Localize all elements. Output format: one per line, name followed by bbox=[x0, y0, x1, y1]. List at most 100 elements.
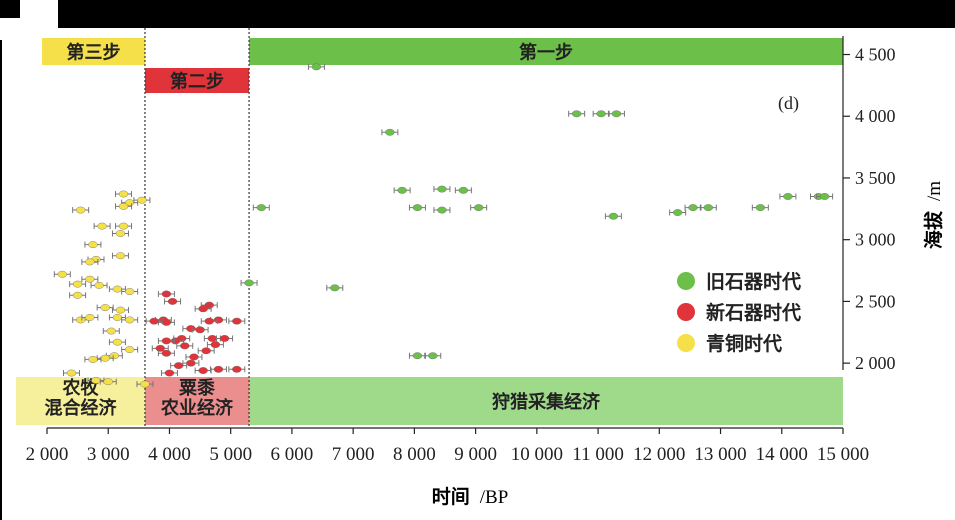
economy-band-1 bbox=[16, 377, 145, 425]
economy-band-3 bbox=[249, 377, 844, 425]
y-axis-title-unit: /m bbox=[924, 181, 945, 201]
y-tick-label-2: 3 000 bbox=[855, 230, 896, 250]
data-point-1-0 bbox=[161, 290, 172, 298]
data-point-2-31 bbox=[66, 369, 77, 377]
economy-band-label-1-1: 农牧 bbox=[61, 377, 99, 399]
data-point-0-9 bbox=[412, 204, 423, 211]
data-point-1-24 bbox=[173, 362, 184, 370]
legend-label-2: 新石器时代 bbox=[706, 301, 801, 324]
x-tick-label-5: 7 000 bbox=[332, 444, 375, 465]
step-band-1 bbox=[42, 38, 145, 65]
data-point-2-17 bbox=[124, 288, 135, 295]
data-point-2-12 bbox=[57, 270, 68, 278]
data-point-0-21 bbox=[330, 284, 340, 292]
economy-band-2 bbox=[144, 377, 250, 425]
data-point-0-11 bbox=[473, 204, 484, 211]
y-tick-label-5: 4 500 bbox=[855, 45, 896, 65]
data-point-0-12 bbox=[608, 212, 619, 220]
data-point-2-14 bbox=[85, 275, 95, 283]
data-points bbox=[53, 63, 834, 388]
data-point-2-28 bbox=[109, 352, 120, 360]
data-point-2-18 bbox=[72, 291, 83, 299]
data-point-2-19 bbox=[100, 304, 110, 311]
legend-label-1: 旧石器时代 bbox=[706, 271, 801, 293]
legend-marker-2 bbox=[677, 303, 695, 321]
x-axis-title-unit: /BP bbox=[480, 487, 509, 508]
data-point-1-7 bbox=[213, 316, 224, 324]
step-band-label-3: 第一步 bbox=[519, 42, 573, 64]
data-point-0-19 bbox=[819, 193, 830, 200]
x-axis-title: 时间 /BP bbox=[432, 486, 509, 508]
y-tick-label-4: 4 000 bbox=[855, 106, 896, 126]
data-point-2-29 bbox=[100, 354, 110, 362]
top-black-bar bbox=[58, 0, 955, 28]
economy-band-label-3-1: 狩猎采集经济 bbox=[492, 391, 601, 413]
data-point-1-23 bbox=[186, 359, 196, 367]
economy-band-label-1-2: 混合经济 bbox=[44, 397, 117, 419]
data-point-0-6 bbox=[437, 185, 447, 193]
step-band-3 bbox=[249, 38, 844, 65]
data-point-2-32 bbox=[91, 377, 101, 384]
data-point-0-8 bbox=[256, 204, 267, 211]
data-point-1-6 bbox=[149, 317, 159, 325]
data-point-0-10 bbox=[437, 206, 447, 214]
data-point-1-3 bbox=[198, 305, 208, 313]
data-point-2-15 bbox=[94, 281, 104, 289]
data-point-1-1 bbox=[167, 298, 178, 305]
y-tick-label-1: 2 500 bbox=[855, 291, 896, 311]
data-point-2-5 bbox=[97, 222, 107, 230]
data-point-0-14 bbox=[688, 204, 698, 211]
data-point-0-17 bbox=[783, 193, 793, 200]
data-point-1-5 bbox=[161, 318, 172, 326]
y-axis: 2 000 2 500 3 000 3 500 4 000 4 500 bbox=[842, 36, 896, 373]
data-point-1-16 bbox=[155, 344, 165, 352]
data-point-1-21 bbox=[201, 347, 211, 355]
legend-label-3: 青铜时代 bbox=[706, 332, 782, 355]
phase-boundaries bbox=[144, 28, 250, 428]
economy-band-label-2-1: 粟黍 bbox=[178, 378, 216, 399]
data-point-2-30 bbox=[88, 356, 98, 363]
data-point-2-26 bbox=[112, 338, 123, 346]
data-point-0-2 bbox=[571, 110, 582, 118]
data-point-1-17 bbox=[161, 349, 172, 357]
data-point-0-3 bbox=[596, 110, 606, 118]
data-point-2-24 bbox=[124, 316, 135, 324]
left-border-line bbox=[0, 40, 2, 520]
data-point-2-34 bbox=[140, 380, 150, 388]
x-tick-label-8: 10 000 bbox=[511, 444, 563, 465]
data-point-1-11 bbox=[195, 326, 205, 334]
data-point-1-20 bbox=[219, 335, 230, 342]
x-axis-title-main: 时间 bbox=[432, 486, 470, 508]
data-point-0-0 bbox=[311, 63, 322, 71]
data-point-1-10 bbox=[186, 325, 196, 332]
data-point-1-27 bbox=[232, 365, 242, 373]
y-axis-title: 海拔 /m bbox=[922, 181, 945, 249]
data-point-0-16 bbox=[755, 204, 766, 211]
corner-black-block bbox=[0, 0, 20, 18]
data-point-0-5 bbox=[397, 186, 407, 194]
data-point-1-14 bbox=[161, 337, 172, 345]
data-point-1-19 bbox=[210, 341, 221, 349]
x-tick-label-7: 9 000 bbox=[454, 444, 497, 465]
data-point-1-25 bbox=[164, 369, 175, 377]
data-point-1-22 bbox=[189, 353, 199, 361]
data-point-0-13 bbox=[672, 209, 683, 216]
data-point-1-15 bbox=[180, 342, 190, 350]
data-point-2-25 bbox=[106, 327, 116, 335]
x-axis: 2 000 3 000 4 000 5 000 6 000 7 000 8 000 9 000… bbox=[26, 427, 869, 465]
data-point-2-0 bbox=[118, 190, 129, 198]
x-tick-label-1: 3 000 bbox=[87, 444, 130, 465]
panel-label: (d) bbox=[778, 93, 799, 114]
x-tick-label-9: 11 000 bbox=[572, 444, 624, 465]
x-tick-label-11: 13 000 bbox=[694, 444, 746, 465]
data-point-2-11 bbox=[85, 258, 95, 266]
data-point-0-1 bbox=[385, 128, 395, 136]
data-point-2-8 bbox=[88, 241, 98, 249]
data-point-2-21 bbox=[75, 316, 86, 324]
data-point-1-28 bbox=[198, 367, 208, 374]
data-point-2-16 bbox=[112, 285, 123, 293]
x-tick-label-4: 6 000 bbox=[271, 444, 314, 465]
